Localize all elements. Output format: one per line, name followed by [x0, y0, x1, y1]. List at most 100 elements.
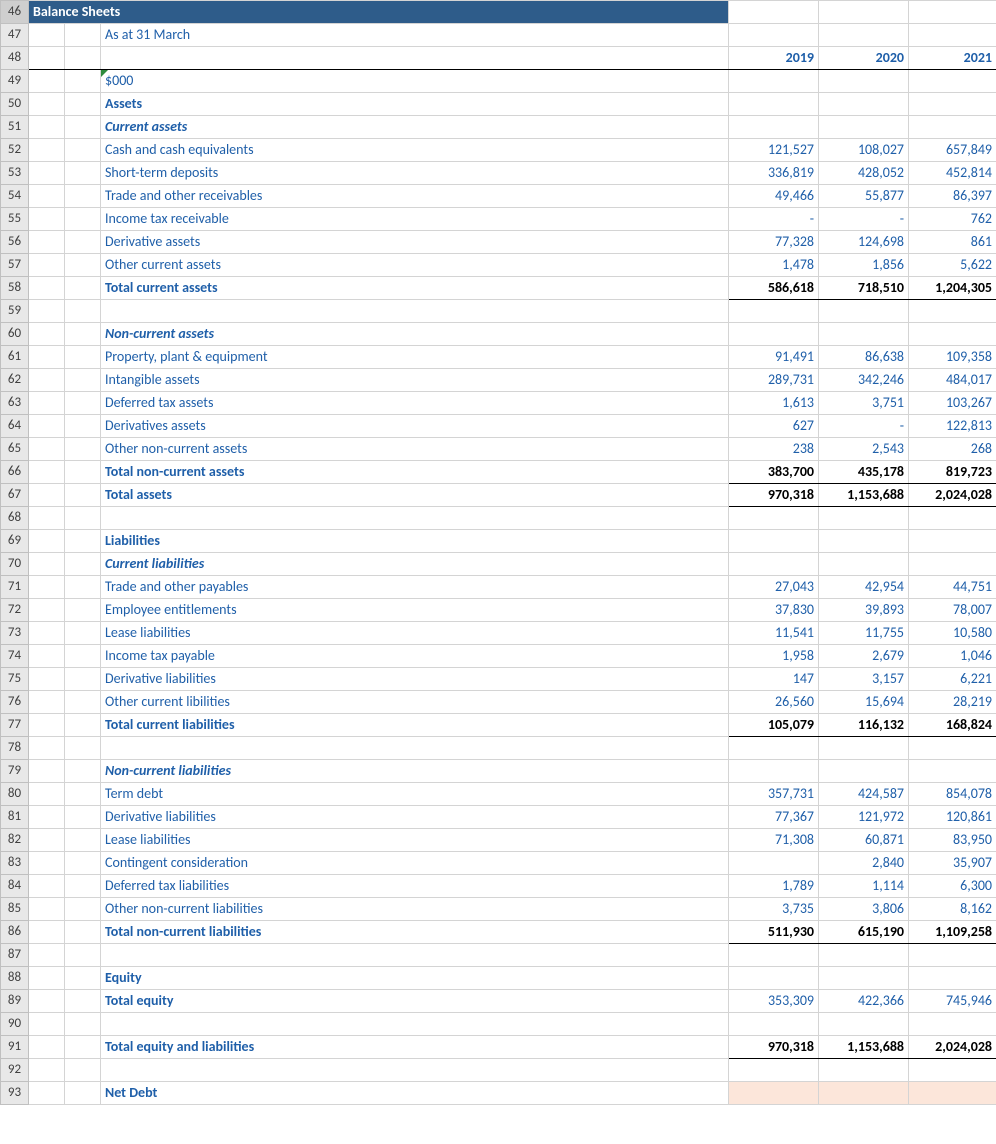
cell[interactable]: [819, 116, 909, 139]
cell[interactable]: [29, 323, 65, 346]
value-y2[interactable]: 718,510: [819, 277, 909, 300]
value-y1[interactable]: 11,541: [729, 622, 819, 645]
cell[interactable]: [29, 162, 65, 185]
value-y1[interactable]: 586,618: [729, 277, 819, 300]
cell[interactable]: [29, 875, 65, 898]
cell[interactable]: [65, 530, 101, 553]
value-y1[interactable]: 71,308: [729, 829, 819, 852]
cell[interactable]: [909, 944, 996, 967]
value-y3[interactable]: 1,204,305: [909, 277, 996, 300]
value-y1[interactable]: 511,930: [729, 921, 819, 944]
row-header[interactable]: 70: [1, 553, 29, 576]
cell[interactable]: [909, 760, 996, 783]
value-y2[interactable]: 3,806: [819, 898, 909, 921]
cell[interactable]: [29, 760, 65, 783]
cell[interactable]: [29, 1059, 65, 1082]
row-header[interactable]: 61: [1, 346, 29, 369]
value-y3[interactable]: 1,109,258: [909, 921, 996, 944]
cell[interactable]: [729, 300, 819, 323]
cell[interactable]: [65, 875, 101, 898]
value-y1[interactable]: 1,478: [729, 254, 819, 277]
cell[interactable]: [29, 484, 65, 507]
value-y2[interactable]: 615,190: [819, 921, 909, 944]
row-header[interactable]: 83: [1, 852, 29, 875]
cell[interactable]: [29, 852, 65, 875]
row-header[interactable]: 85: [1, 898, 29, 921]
value-y3[interactable]: 122,813: [909, 415, 996, 438]
value-y2[interactable]: 116,132: [819, 714, 909, 737]
value-y2[interactable]: 15,694: [819, 691, 909, 714]
cell[interactable]: [909, 1013, 996, 1036]
cell[interactable]: [29, 806, 65, 829]
value-y1[interactable]: 77,328: [729, 231, 819, 254]
value-y3[interactable]: 268: [909, 438, 996, 461]
cell[interactable]: [909, 507, 996, 530]
cell[interactable]: [729, 553, 819, 576]
cell[interactable]: [65, 139, 101, 162]
cell[interactable]: [819, 1013, 909, 1036]
cell[interactable]: [65, 783, 101, 806]
value-y1[interactable]: -: [729, 208, 819, 231]
value-y3[interactable]: 120,861: [909, 806, 996, 829]
row-header[interactable]: 90: [1, 1013, 29, 1036]
row-header[interactable]: 50: [1, 93, 29, 116]
value-y2[interactable]: -: [819, 208, 909, 231]
row-header[interactable]: 89: [1, 990, 29, 1013]
cell[interactable]: [729, 507, 819, 530]
row-header[interactable]: 63: [1, 392, 29, 415]
cell[interactable]: [729, 1059, 819, 1082]
cell[interactable]: [29, 24, 65, 47]
cell[interactable]: [819, 1059, 909, 1082]
cell[interactable]: [29, 944, 65, 967]
cell[interactable]: [65, 70, 101, 93]
cell[interactable]: [29, 346, 65, 369]
value-y3[interactable]: 745,946: [909, 990, 996, 1013]
value-y2[interactable]: 428,052: [819, 162, 909, 185]
row-header[interactable]: 52: [1, 139, 29, 162]
value-y1[interactable]: 1,613: [729, 392, 819, 415]
row-header[interactable]: 69: [1, 530, 29, 553]
cell[interactable]: [909, 70, 996, 93]
cell[interactable]: [65, 599, 101, 622]
cell[interactable]: [729, 967, 819, 990]
cell[interactable]: [65, 1082, 101, 1105]
cell[interactable]: [65, 392, 101, 415]
value-y2[interactable]: 422,366: [819, 990, 909, 1013]
cell[interactable]: [29, 645, 65, 668]
value-y2[interactable]: 1,153,688: [819, 1036, 909, 1059]
cell[interactable]: [65, 898, 101, 921]
value-y1[interactable]: 147: [729, 668, 819, 691]
cell[interactable]: [729, 70, 819, 93]
row-header[interactable]: 66: [1, 461, 29, 484]
cell[interactable]: [819, 507, 909, 530]
cell[interactable]: [29, 783, 65, 806]
cell[interactable]: [65, 208, 101, 231]
row-header[interactable]: 92: [1, 1059, 29, 1082]
cell[interactable]: [819, 93, 909, 116]
cell[interactable]: [909, 323, 996, 346]
cell[interactable]: [29, 461, 65, 484]
cell[interactable]: [65, 944, 101, 967]
value-y2[interactable]: -: [819, 415, 909, 438]
value-y3[interactable]: 861: [909, 231, 996, 254]
value-y2[interactable]: 3,157: [819, 668, 909, 691]
value-y1[interactable]: 970,318: [729, 484, 819, 507]
cell[interactable]: [819, 760, 909, 783]
row-header[interactable]: 47: [1, 24, 29, 47]
cell[interactable]: [65, 231, 101, 254]
value-y3[interactable]: 484,017: [909, 369, 996, 392]
cell[interactable]: [29, 1082, 65, 1105]
cell[interactable]: [65, 116, 101, 139]
cell[interactable]: [819, 1, 909, 24]
cell[interactable]: [29, 47, 65, 70]
value-y1[interactable]: 336,819: [729, 162, 819, 185]
row-header[interactable]: 77: [1, 714, 29, 737]
cell[interactable]: [909, 737, 996, 760]
value-y1[interactable]: [729, 852, 819, 875]
cell[interactable]: [65, 852, 101, 875]
cell[interactable]: [819, 944, 909, 967]
cell[interactable]: [65, 921, 101, 944]
cell[interactable]: [29, 990, 65, 1013]
cell[interactable]: [29, 668, 65, 691]
cell[interactable]: [65, 829, 101, 852]
